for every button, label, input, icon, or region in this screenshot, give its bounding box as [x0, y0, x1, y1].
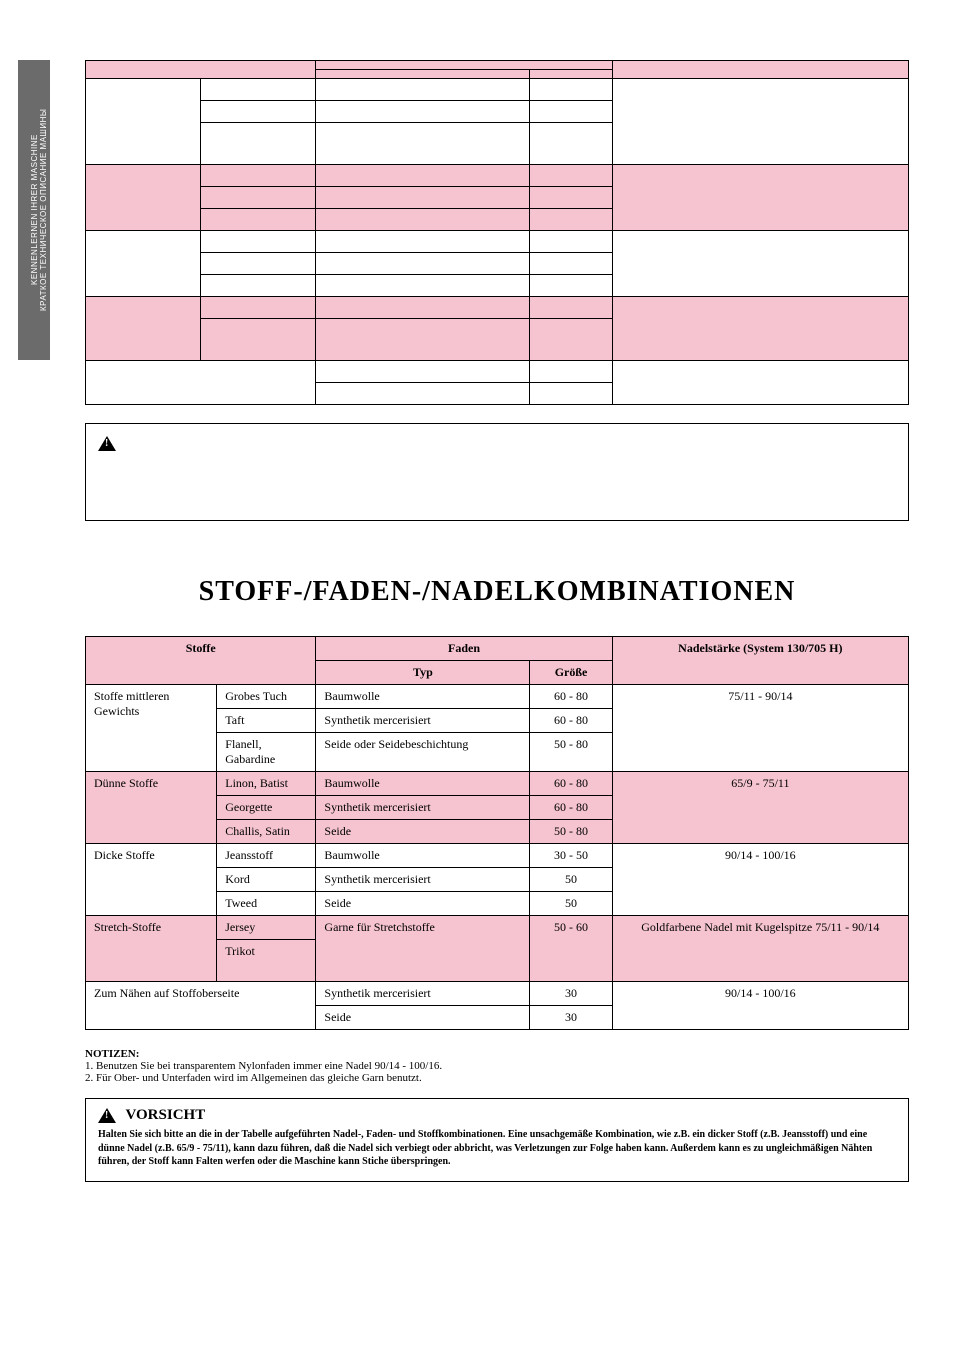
table-header-row: Stoffe Faden Nadelstärke (System 130/705…	[86, 637, 909, 661]
side-navigation-tab: KENNENLERNEN IHRER MASCHINE КРАТКОЕ ТЕХН…	[18, 60, 50, 360]
table-row: Stoffe mittleren Gewichts Grobes Tuch Ba…	[86, 685, 909, 709]
thread-size: 60 - 80	[530, 709, 612, 733]
fabric-combination-table: Stoffe Faden Nadelstärke (System 130/705…	[85, 636, 909, 1030]
fabric-name: Taft	[217, 709, 316, 733]
warning-icon	[98, 1108, 116, 1123]
needle-size: 65/9 - 75/11	[612, 772, 908, 844]
fabric-category: Stretch-Stoffe	[86, 916, 217, 982]
fabric-name: Grobes Tuch	[217, 685, 316, 709]
fabric-name: Kord	[217, 868, 316, 892]
caution-heading: VORSICHT	[98, 1107, 896, 1124]
needle-size: 75/11 - 90/14	[612, 685, 908, 772]
thread-type: Synthetik mercerisiert	[316, 982, 530, 1006]
thread-type: Garne für Stretchstoffe	[316, 916, 530, 982]
header-thread-type: Typ	[316, 661, 530, 685]
thread-size: 30	[530, 1006, 612, 1030]
header-fabric: Stoffe	[86, 637, 316, 685]
thread-type: Baumwolle	[316, 844, 530, 868]
table-row: Stretch-Stoffe Jersey Garne für Stretchs…	[86, 916, 909, 940]
thread-type: Seide	[316, 820, 530, 844]
thread-size: 30	[530, 982, 612, 1006]
upper-caution-box	[85, 423, 909, 521]
fabric-name: Jersey	[217, 916, 316, 940]
thread-type: Synthetik mercerisiert	[316, 796, 530, 820]
fabric-name: Trikot	[217, 940, 316, 982]
note-item: 1. Benutzen Sie bei transparentem Nylonf…	[85, 1060, 909, 1072]
thread-size: 60 - 80	[530, 772, 612, 796]
needle-size: Goldfarbene Nadel mit Kugelspitze 75/11 …	[612, 916, 908, 982]
thread-size: 50	[530, 892, 612, 916]
main-heading: STOFF-/FADEN-/NADELKOMBINATIONEN	[85, 576, 909, 608]
warning-icon	[98, 436, 116, 451]
upper-blank-table	[85, 60, 909, 405]
needle-size: 90/14 - 100/16	[612, 982, 908, 1030]
caution-box: VORSICHT Halten Sie sich bitte an die in…	[85, 1098, 909, 1182]
thread-size: 50 - 80	[530, 820, 612, 844]
thread-size: 50	[530, 868, 612, 892]
thread-type: Seide	[316, 1006, 530, 1030]
header-needle: Nadelstärke (System 130/705 H)	[612, 637, 908, 685]
fabric-name: Georgette	[217, 796, 316, 820]
caution-body: Halten Sie sich bitte an die in der Tabe…	[98, 1128, 896, 1169]
thread-size: 50 - 60	[530, 916, 612, 982]
thread-size: 30 - 50	[530, 844, 612, 868]
fabric-name: Challis, Satin	[217, 820, 316, 844]
fabric-category: Dünne Stoffe	[86, 772, 217, 844]
thread-type: Seide oder Seidebeschichtung	[316, 733, 530, 772]
notes-heading: NOTIZEN:	[85, 1048, 909, 1060]
thread-type: Synthetik mercerisiert	[316, 868, 530, 892]
table-row: Dünne Stoffe Linon, Batist Baumwolle 60 …	[86, 772, 909, 796]
table-row: Zum Nähen auf Stoffoberseite Synthetik m…	[86, 982, 909, 1006]
caution-heading-text: VORSICHT	[125, 1107, 205, 1123]
fabric-name: Jeansstoff	[217, 844, 316, 868]
fabric-category: Dicke Stoffe	[86, 844, 217, 916]
thread-type: Seide	[316, 892, 530, 916]
fabric-name: Flanell, Gabardine	[217, 733, 316, 772]
notes-section: NOTIZEN: 1. Benutzen Sie bei transparent…	[85, 1048, 909, 1084]
page-content: STOFF-/FADEN-/NADELKOMBINATIONEN Stoffe …	[85, 0, 909, 1182]
thread-type: Baumwolle	[316, 685, 530, 709]
fabric-name: Tweed	[217, 892, 316, 916]
note-item: 2. Für Ober- und Unterfaden wird im Allg…	[85, 1072, 909, 1084]
header-thread-size: Größe	[530, 661, 612, 685]
table-row: Dicke Stoffe Jeansstoff Baumwolle 30 - 5…	[86, 844, 909, 868]
thread-size: 60 - 80	[530, 796, 612, 820]
fabric-category: Zum Nähen auf Stoffoberseite	[86, 982, 316, 1030]
side-tab-text-1: KENNENLERNEN IHRER MASCHINE	[30, 135, 39, 286]
side-tab-text-2: КРАТКОЕ ТЕХНИЧЕСКОЕ ОПИСАНИЕ МАШИНЫ	[39, 109, 48, 311]
thread-type: Synthetik mercerisiert	[316, 709, 530, 733]
header-thread: Faden	[316, 637, 612, 661]
fabric-name: Linon, Batist	[217, 772, 316, 796]
fabric-category: Stoffe mittleren Gewichts	[86, 685, 217, 772]
thread-type: Baumwolle	[316, 772, 530, 796]
thread-size: 50 - 80	[530, 733, 612, 772]
thread-size: 60 - 80	[530, 685, 612, 709]
needle-size: 90/14 - 100/16	[612, 844, 908, 916]
